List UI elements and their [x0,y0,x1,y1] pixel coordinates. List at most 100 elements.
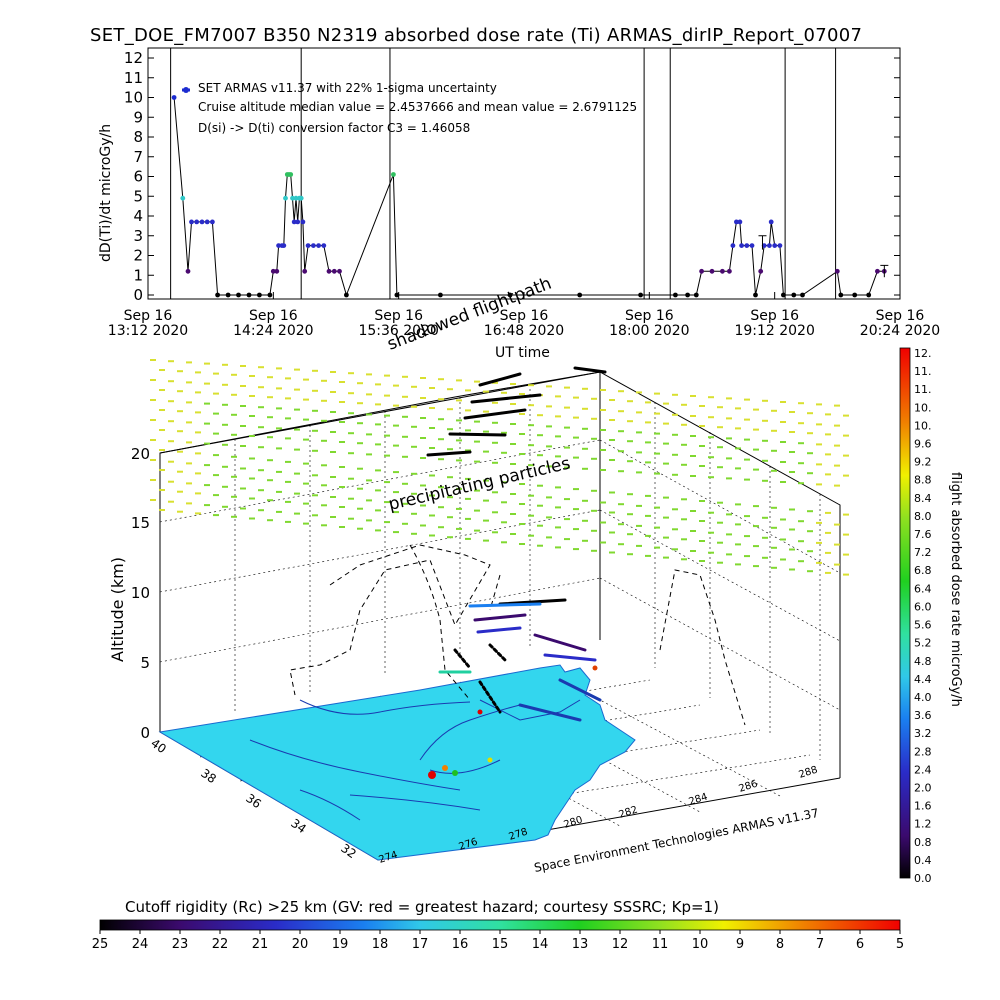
annotation-cruise: Cruise altitude median value = 2.4537666… [198,100,637,114]
y-tick-label: 12 [124,49,143,67]
rigidity-colorbar-tick-label: 10 [692,937,709,952]
dose-point [800,292,805,298]
y-tick-label: 5 [133,187,143,205]
dose-colorbar-tick-label: 5.2 [914,637,932,650]
dose-point [180,195,186,201]
dose-colorbar-tick-label: 8.0 [914,510,932,523]
dose-point [768,219,774,225]
dose-point [781,292,786,298]
dose-colorbar-tick-label: 0.8 [914,836,932,849]
dose-point [283,195,288,201]
dose-colorbar-tick-label: 12. [914,347,932,360]
longitude-tick-label: 282 [618,804,640,820]
dose-points [171,95,889,298]
dose-point [709,268,715,274]
y-tick-label: 8 [133,128,143,146]
dose-point [274,268,280,274]
dose-point [300,219,306,225]
rigidity-colorbar-tick-label: 7 [816,937,824,952]
dose-point [749,243,755,249]
dose-point [777,243,783,249]
map-borders [249,699,581,821]
x-tick-label-date: Sep 16 [750,308,799,324]
dose-colorbar-tick-label: 9.6 [914,438,932,451]
x-tick-label-date: Sep 16 [124,308,173,324]
rigidity-colorbar-tick-label: 11 [652,937,669,952]
y-tick-label: 4 [133,207,143,225]
dose-point [699,268,704,274]
altitude-tick-label: 20 [131,445,150,463]
map-floor [158,664,636,861]
rigidity-colorbar-tick-label: 20 [292,937,309,952]
dose-point [267,292,273,298]
dose-point [673,292,678,298]
dose-colorbar-tick-label: 8.4 [914,492,932,505]
dose-colorbar-tick-label: 4.4 [914,673,932,686]
rigidity-colorbar-tick-label: 19 [332,937,349,952]
dose-point [290,195,295,201]
dose-point [298,195,304,201]
x-tick-label-date: Sep 16 [249,308,298,324]
dose-point [293,195,299,201]
dose-colorbar-tick-label: 2.8 [914,745,932,758]
dose-colorbar-tick-label: 9.2 [914,456,932,469]
dose-colorbar-tick-label: 0.4 [914,854,932,867]
dose-point [767,243,772,249]
dose-point [791,292,797,298]
longitude-tick-label: 288 [798,764,820,780]
dose-point [834,268,840,274]
annotation-version: SET ARMAS v11.37 with 22% 1-sigma uncert… [198,81,497,95]
x-tick-label-date: Sep 16 [625,308,674,324]
dose-colorbar-ticks: 0.0 0.4 0.8 1.2 1.6 2.0 2.4 2.8 3.2 3.6 4.0 4.4 4.8 5… [914,347,932,885]
vertical-event-lines [170,48,837,299]
latitude-tick-label: 40 [148,736,169,756]
flight-segments [426,366,607,722]
y-tick-label: 7 [133,148,143,166]
dose-point [734,219,739,225]
y-tick-label: 0 [133,286,143,304]
rigidity-colorbar-tick-label: 5 [896,937,904,952]
x-tick-label-time: 16:48 2020 [484,323,564,339]
rigidity-colorbar: Cutoff rigidity (Rc) >25 km (GV: red = g… [92,898,904,952]
dose-point [720,268,725,274]
figure-title: SET_DOE_FM7007 B350 N2319 absorbed dose … [90,25,862,46]
dose-point [246,292,252,298]
dose-point [316,243,321,249]
y-tick-label: 11 [124,69,143,87]
x-tick-label-time: 18:00 2020 [609,323,689,339]
rigidity-colorbar-tick-label: 21 [252,937,269,952]
dose-point [199,219,205,225]
dose-colorbar-tick-label: 11. [914,365,932,378]
dose-point [730,243,736,249]
y-tick-label: 10 [124,89,143,107]
dose-colorbar-label: flight absorbed dose rate microGy/h [948,472,963,707]
altitude-tick-label: 5 [140,654,150,672]
dose-point [344,292,349,298]
x-axis-label: UT time [495,345,550,361]
rigidity-colorbar-ramp [99,919,901,931]
dose-point [739,243,744,249]
y-axis-label: dD(Ti)/dt microGy/h [98,124,114,262]
dose-colorbar-tick-label: 11. [914,383,932,396]
precipitating-particle-field [150,359,849,576]
dose-colorbar-tick-label: 6.0 [914,600,932,613]
dose-colorbar-tick-label: 4.8 [914,655,932,668]
dose-colorbar-tick-label: 6.4 [914,582,932,595]
dose-colorbar-tick-label: 8.8 [914,474,932,487]
dose-point [875,268,880,274]
y-tick-label: 1 [133,266,143,284]
x-tick-label-date: Sep 16 [500,308,549,324]
dose-point [753,292,758,298]
rigidity-colorbar-tick-label: 6 [856,937,864,952]
dose-point [772,243,778,249]
rigidity-colorbar-tick-label: 15 [492,937,509,952]
dose-point [302,268,308,274]
dose-point [257,292,262,298]
latitude-tick-label: 38 [198,766,219,786]
dose-point [204,219,210,225]
x-tick-label-time: 15:36 2020 [358,323,438,339]
